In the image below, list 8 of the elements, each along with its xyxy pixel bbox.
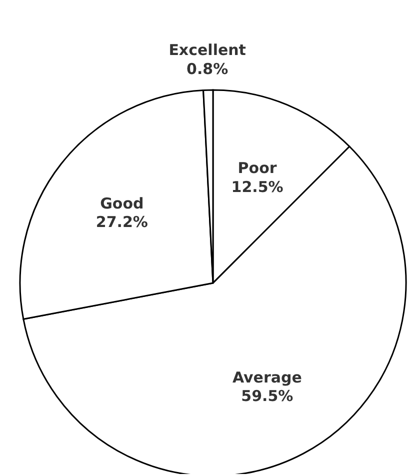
slice-label: Poor — [238, 159, 278, 178]
slice-label: Average — [232, 368, 302, 386]
data-label: 27.2% — [96, 213, 148, 232]
data-label: 12.5% — [231, 178, 284, 196]
data-label: 0.8% — [186, 60, 228, 78]
slice-label: Good — [100, 194, 144, 212]
slice-label: Excellent — [168, 41, 246, 60]
data-label: 59.5% — [241, 387, 294, 406]
